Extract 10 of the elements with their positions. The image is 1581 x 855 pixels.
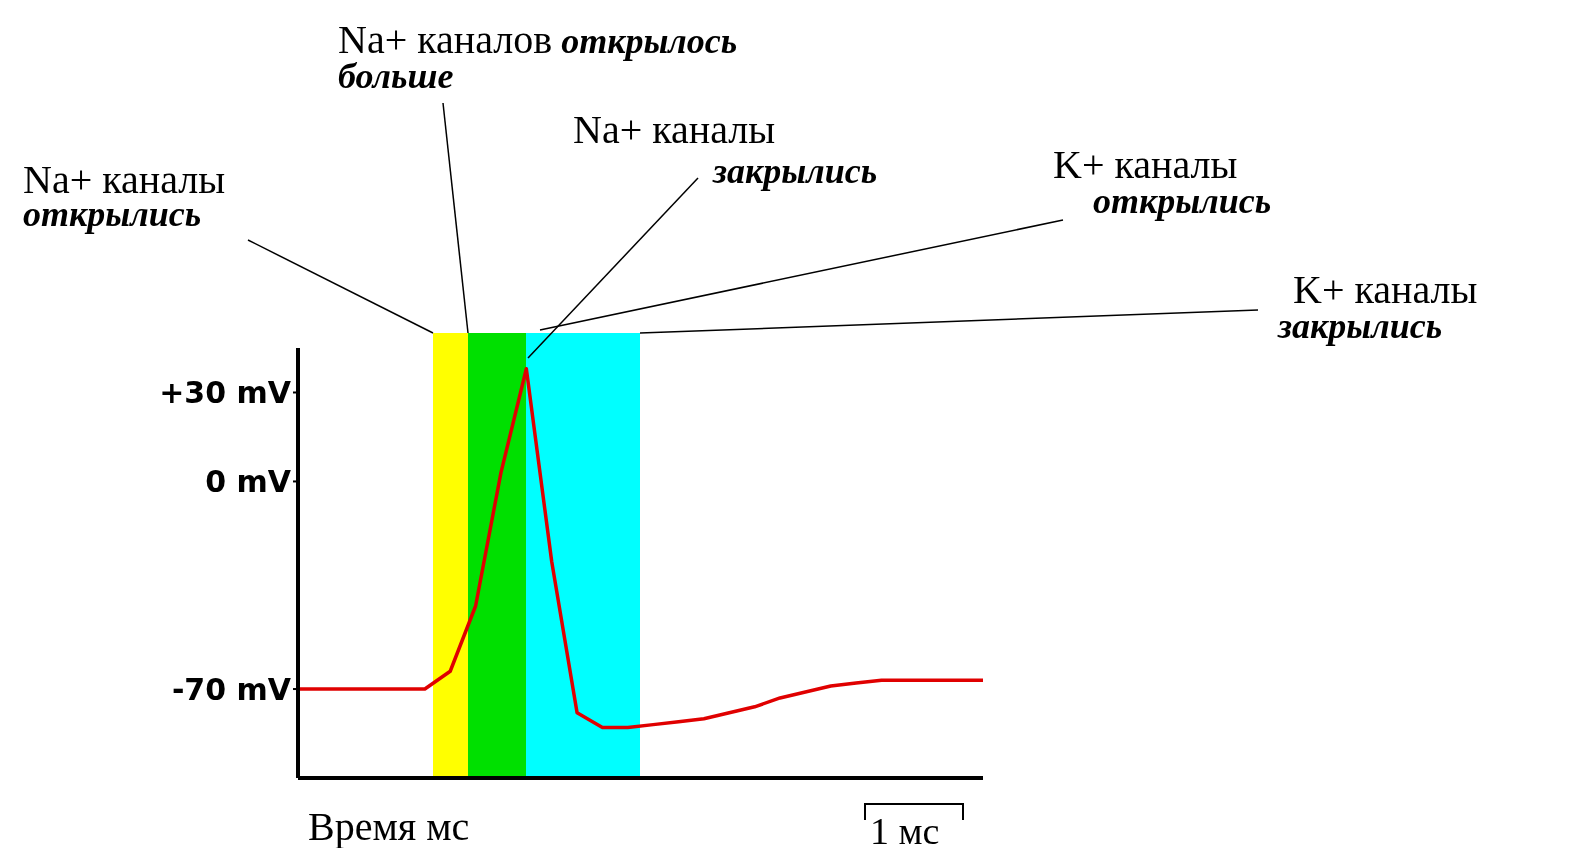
x-axis-title: Время мс xyxy=(308,804,470,849)
text: 1 мс xyxy=(870,810,940,852)
y-tick-label: 0 mV xyxy=(205,464,292,500)
text: Na+ каналы открылись xyxy=(23,157,226,234)
text: K+ каналы открылись xyxy=(1053,142,1272,221)
text: Na+ каналов открылось больше xyxy=(338,17,738,96)
y-tick-label: +30 mV xyxy=(159,375,292,411)
text: Na+ каналы закрылись xyxy=(573,107,878,191)
y-tick-label: -70 mV xyxy=(171,671,292,707)
text: K+ каналы закрылись xyxy=(1277,267,1478,346)
